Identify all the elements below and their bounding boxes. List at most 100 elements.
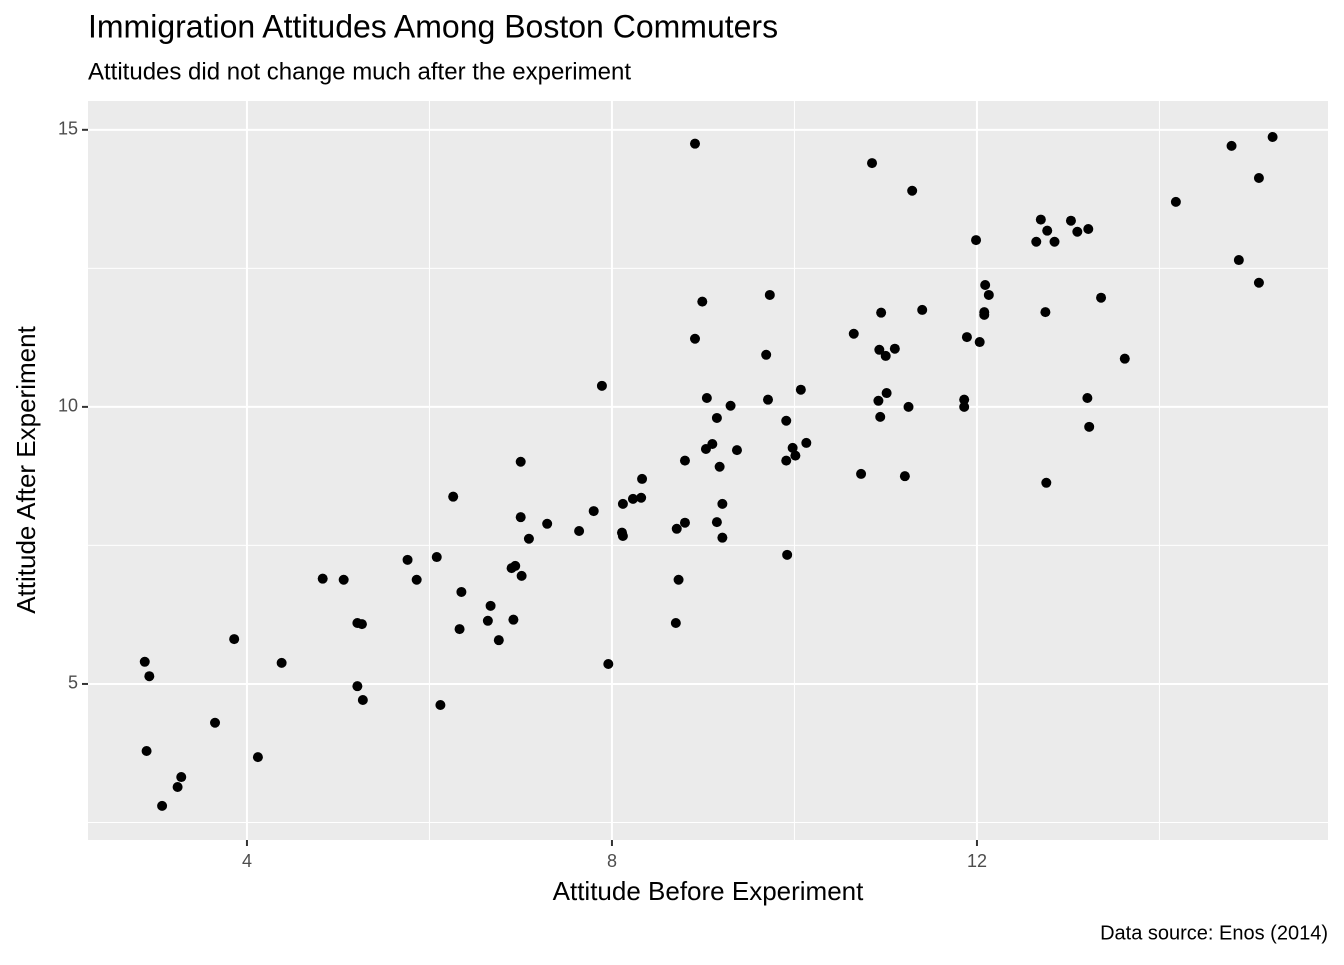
- point: [959, 394, 970, 405]
- point: [1041, 477, 1052, 488]
- point: [689, 138, 700, 149]
- point: [874, 344, 885, 355]
- point: [352, 681, 363, 692]
- point: [848, 328, 859, 339]
- y-tick-label: 15: [58, 119, 78, 139]
- point: [867, 158, 878, 169]
- point: [431, 552, 442, 563]
- point: [1084, 421, 1095, 432]
- point: [980, 279, 991, 290]
- point: [574, 526, 585, 537]
- point: [679, 455, 690, 466]
- point: [903, 401, 914, 412]
- y-tick-label: 5: [68, 673, 78, 693]
- point: [596, 380, 607, 391]
- point: [761, 349, 772, 360]
- point: [711, 412, 722, 423]
- point: [1096, 292, 1107, 303]
- y-axis-title: Attitude After Experiment: [11, 325, 41, 613]
- point: [889, 343, 900, 354]
- point: [1083, 224, 1094, 235]
- point: [725, 400, 736, 411]
- point: [762, 394, 773, 405]
- chart-title: Immigration Attitudes Among Boston Commu…: [88, 8, 778, 44]
- x-axis-title: Attitude Before Experiment: [553, 876, 864, 906]
- point: [523, 533, 534, 544]
- point: [959, 401, 970, 412]
- point: [764, 289, 775, 300]
- point: [689, 333, 700, 344]
- point: [456, 586, 467, 597]
- point: [717, 498, 728, 509]
- point: [1072, 226, 1083, 237]
- point: [276, 657, 287, 668]
- point: [873, 395, 884, 406]
- point: [1049, 236, 1060, 247]
- point: [875, 411, 886, 422]
- point: [907, 185, 918, 196]
- point: [144, 671, 155, 682]
- point: [356, 619, 367, 630]
- point: [781, 455, 792, 466]
- point: [357, 695, 368, 706]
- point: [157, 800, 168, 811]
- point: [229, 634, 240, 645]
- point: [493, 635, 504, 646]
- point: [1040, 307, 1051, 318]
- point: [542, 518, 553, 529]
- point: [338, 574, 349, 585]
- point: [899, 471, 910, 482]
- point: [1267, 132, 1278, 143]
- point: [731, 445, 742, 456]
- point: [627, 493, 638, 504]
- point: [1233, 255, 1244, 266]
- point: [701, 393, 712, 404]
- point: [435, 700, 446, 711]
- point: [856, 468, 867, 479]
- point: [508, 614, 519, 625]
- point: [176, 772, 187, 783]
- point: [1253, 277, 1264, 288]
- point: [210, 717, 221, 728]
- point: [454, 624, 465, 635]
- panel: [88, 101, 1328, 840]
- point: [711, 517, 722, 528]
- point: [506, 563, 517, 574]
- point: [1253, 173, 1264, 184]
- point: [781, 415, 792, 426]
- point: [673, 574, 684, 585]
- point: [172, 782, 183, 793]
- point: [876, 307, 887, 318]
- point: [1065, 215, 1076, 226]
- point: [516, 570, 527, 581]
- point: [790, 450, 801, 461]
- point: [1119, 353, 1130, 364]
- point: [1042, 225, 1053, 236]
- point: [636, 492, 647, 503]
- point: [679, 517, 690, 528]
- point: [141, 746, 152, 757]
- point: [707, 439, 718, 450]
- point: [139, 656, 150, 667]
- point: [482, 615, 493, 626]
- point: [979, 307, 990, 318]
- point: [588, 506, 599, 517]
- point: [880, 350, 891, 361]
- point: [617, 530, 628, 541]
- point: [787, 442, 798, 453]
- point: [617, 498, 628, 509]
- point: [1035, 214, 1046, 225]
- point: [670, 617, 681, 628]
- point: [961, 332, 972, 343]
- point: [974, 337, 985, 348]
- point: [671, 523, 682, 534]
- point: [1170, 196, 1181, 207]
- point: [717, 532, 728, 543]
- point: [1031, 236, 1042, 247]
- x-tick-label: 8: [607, 851, 617, 871]
- point: [714, 461, 725, 472]
- point: [252, 752, 263, 763]
- x-tick-label: 4: [242, 851, 252, 871]
- point: [317, 573, 328, 584]
